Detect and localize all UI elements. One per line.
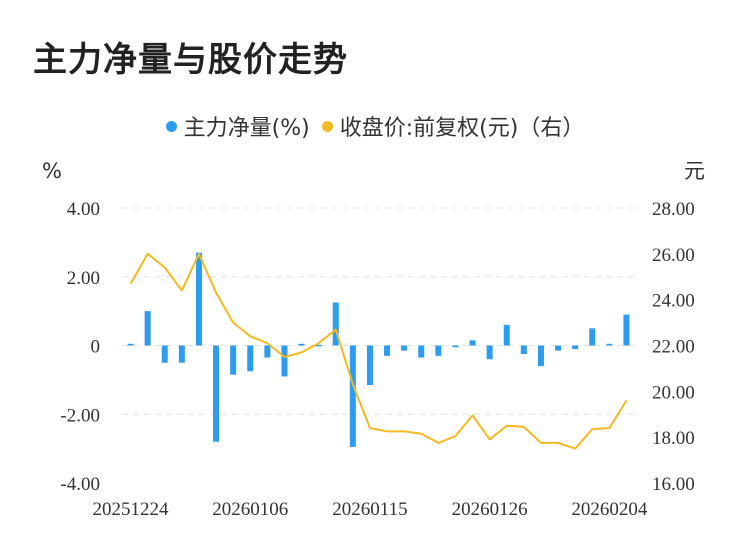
legend: 主力净量(%) 收盘价:前复权(元)（右）	[0, 110, 750, 142]
bar	[315, 344, 322, 347]
legend-label-net-volume: 主力净量(%)	[183, 116, 310, 141]
bar	[469, 340, 476, 346]
bar	[606, 343, 613, 346]
y-left-tick-label: -2.00	[60, 405, 100, 426]
x-tick-label: 20260106	[212, 499, 288, 520]
bar	[623, 314, 630, 346]
bar	[452, 345, 459, 348]
bar	[161, 345, 168, 363]
bar	[195, 252, 202, 346]
bar	[332, 302, 339, 346]
y-right-tick-label: 16.00	[652, 474, 695, 495]
chart-title: 主力净量与股价走势	[33, 40, 348, 80]
bar	[435, 345, 442, 356]
price-line	[129, 252, 628, 450]
bar	[366, 345, 373, 386]
bar	[349, 345, 356, 447]
bar	[572, 345, 579, 349]
x-tick-label: 20260204	[571, 499, 648, 520]
legend-item-close-price[interactable]: 收盘价:前复权(元)（右）	[321, 110, 585, 142]
bar	[520, 345, 527, 355]
y-right-unit: 元	[684, 159, 705, 183]
bar	[281, 345, 288, 377]
bar	[503, 324, 510, 346]
bar	[486, 345, 493, 360]
bar	[127, 343, 134, 346]
y-right-tick-label: 26.00	[652, 245, 695, 266]
y-right-tick-label: 22.00	[652, 337, 695, 358]
y-left-tick-label: -4.00	[60, 474, 100, 495]
y-left-unit: %	[42, 159, 62, 183]
y-right-tick-label: 20.00	[652, 382, 695, 403]
y-right-tick-label: 24.00	[652, 291, 695, 312]
bar	[247, 345, 254, 372]
x-tick-label: 20251224	[93, 499, 170, 520]
legend-dot-close-price	[321, 120, 333, 132]
legend-dot-net-volume	[165, 120, 177, 132]
bar	[555, 345, 562, 351]
bar	[264, 345, 271, 358]
y-left-tick-label: 0	[91, 337, 101, 358]
legend-item-net-volume[interactable]: 主力净量(%)	[165, 110, 310, 142]
y-left-tick-label: 2.00	[67, 268, 100, 289]
bar	[418, 345, 425, 358]
y-left-tick-label: 4.00	[67, 199, 100, 220]
x-tick-label: 20260115	[332, 499, 407, 520]
bar	[401, 345, 408, 351]
bar	[144, 311, 151, 346]
bar	[589, 328, 596, 346]
bar	[384, 345, 391, 356]
y-right-tick-label: 28.00	[652, 199, 695, 220]
x-tick-label: 20260126	[452, 499, 528, 520]
legend-label-close-price: 收盘价:前复权(元)（右）	[339, 116, 585, 141]
bar	[178, 345, 185, 363]
bar	[230, 345, 237, 375]
y-right-tick-label: 18.00	[652, 428, 695, 449]
bar	[213, 345, 220, 442]
bar	[298, 343, 305, 346]
bar	[537, 345, 544, 367]
